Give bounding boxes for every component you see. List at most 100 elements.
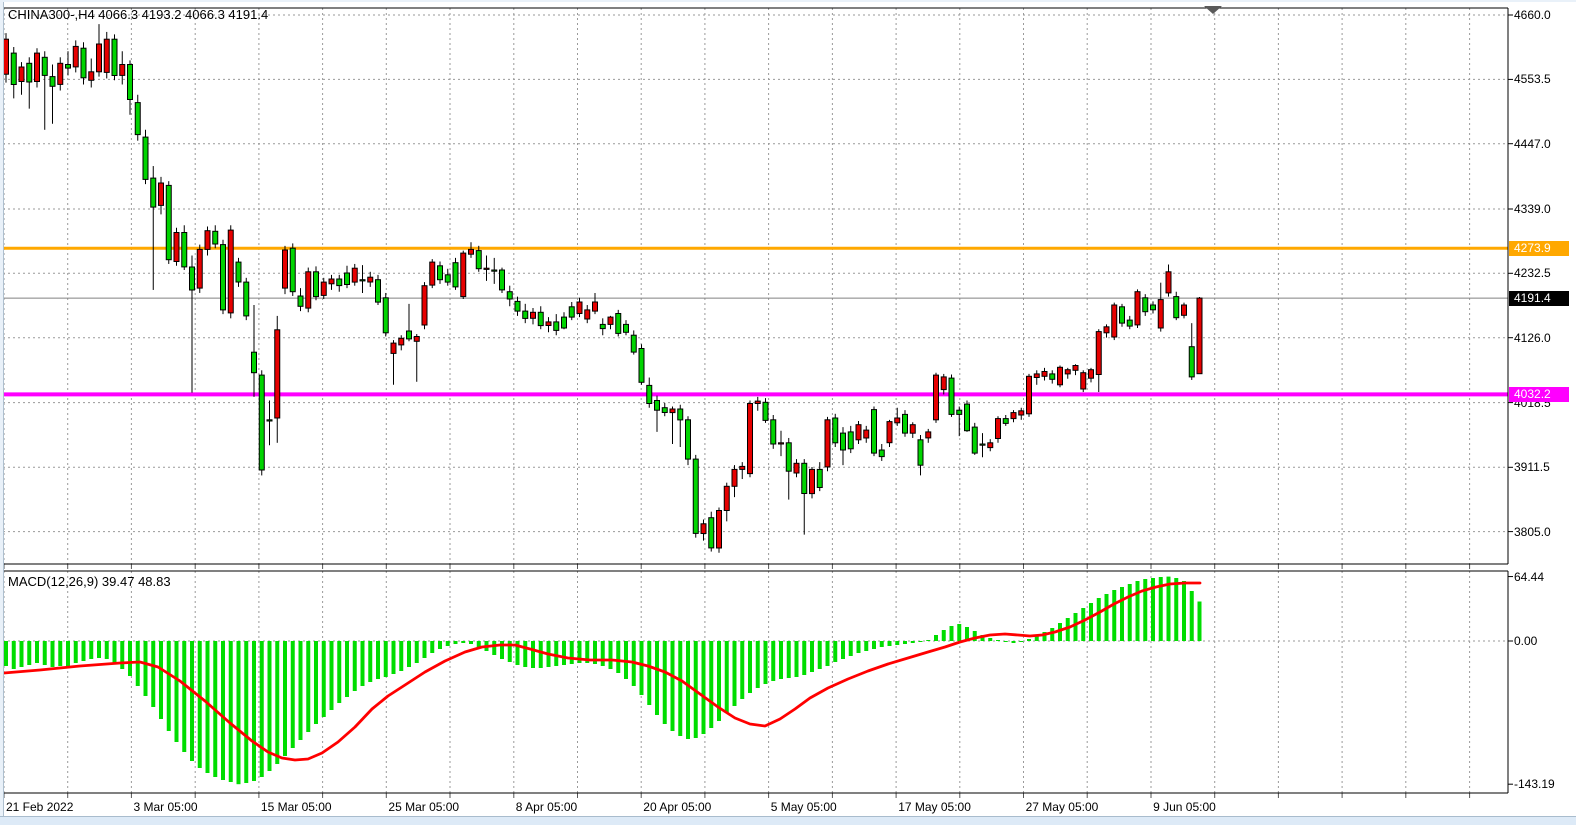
candle-bullish [1095,331,1102,376]
macd-histogram-bar [376,641,380,679]
candle-bullish [894,417,901,424]
candle-bearish [762,401,769,421]
macd-histogram-bar [879,641,884,647]
candle-bearish [902,413,908,434]
macd-histogram-bar [73,641,78,663]
macd-histogram-bar [1073,613,1078,641]
time-axis-label: 25 Mar 05:00 [388,800,460,814]
price-axis-label: 4553.5 [1514,72,1551,87]
candle-bearish [685,419,691,460]
macd-histogram-bar [1081,608,1086,641]
macd-histogram-bar [221,641,225,780]
macd-histogram-bar [554,641,559,666]
price-axis-label: 3805.0 [1514,524,1551,539]
window-bottom-strip[interactable] [0,816,1576,825]
macd-histogram-bar [523,641,528,667]
macd-histogram-bar [903,641,907,644]
candle-bearish [1150,304,1156,311]
price-axis-label: 4232.5 [1514,266,1551,281]
candle-bearish [917,439,924,466]
candle-bearish [770,419,777,445]
time-axis-label: 8 Apr 05:00 [515,800,578,814]
candle-bearish [514,300,521,312]
macd-histogram-bar [616,641,621,673]
candle-bullish [669,408,676,414]
candle-bullish [1018,410,1025,416]
candle-bearish [65,64,71,69]
candle-bearish [41,56,48,76]
macd-histogram-bar [236,641,241,785]
macd-histogram-bar [120,641,125,669]
macd-histogram-bar [329,641,334,710]
candle-bearish [313,271,319,298]
candle-bullish [1057,366,1063,386]
candle-bearish [537,311,544,327]
macd-histogram-bar [593,641,597,664]
price-axis-label: 4339.0 [1514,201,1551,216]
candle-bullish [1080,372,1087,390]
candle-bullish [1072,365,1079,371]
macd-histogram-bar [259,641,264,777]
candle-bullish [576,301,583,314]
candle-bearish [801,462,808,494]
macd-histogram-bar [368,641,373,682]
macd-histogram-bar [1197,601,1202,641]
candle-bullish [739,465,746,470]
candle-bullish [204,230,211,250]
candle-bearish [832,417,839,444]
macd-histogram-bar [104,641,109,659]
macd-histogram-bar [763,641,768,684]
macd-histogram-bar [1166,576,1171,641]
candle-bullish [18,66,25,82]
candle-bearish [561,316,567,329]
price-axis-label: 4660.0 [1514,8,1551,22]
macd-histogram-bar [383,641,388,677]
candle-bullish [723,485,730,511]
macd-histogram-bar [1042,632,1047,641]
macd-histogram-bar [740,641,745,699]
macd-histogram-bar [1158,577,1163,641]
macd-histogram-bar [577,641,582,663]
macd-histogram-bar [321,641,326,717]
candle-bullish [88,71,95,81]
candle-bullish [886,421,893,444]
macd-histogram-bar [360,641,365,686]
time-axis-label: 15 Mar 05:00 [260,800,332,814]
candle-bearish [615,313,622,334]
macd-histogram-bar [430,641,435,653]
candle-bullish [1157,299,1164,329]
candle-bullish [1165,271,1172,294]
macd-histogram-bar [1011,641,1016,643]
candle-bullish [460,252,467,298]
time-axis-label: 17 May 05:00 [898,800,971,814]
macd-histogram-bar [701,641,706,734]
macd-histogram-bar [228,641,233,782]
candle-bullish [584,309,591,320]
macd-histogram-bar [1189,591,1194,641]
macd-histogram-bar [515,641,520,665]
macd-histogram-bar [771,641,776,681]
candle-bullish [909,424,916,434]
macd-histogram-bar [438,641,442,649]
candle-bearish [10,52,17,85]
candle-bullish [1111,304,1118,338]
candle-bearish [437,265,443,281]
macd-histogram-bar [314,641,318,724]
candle-bearish [258,374,265,471]
candle-bullish [282,249,288,289]
macd-histogram-bar [833,641,838,662]
macd-signal-line [2,581,1202,762]
candle-bearish [568,306,575,318]
macd-histogram-bar [895,641,900,645]
candle-bullish [778,442,784,445]
macd-histogram-bar [306,641,311,732]
macd-histogram-bar [205,641,210,773]
candle-bearish [1119,306,1125,324]
candle-bullish [227,229,234,314]
candle-bearish [336,278,343,287]
macd-histogram-bar [872,641,876,649]
macd-axis-label: -143.19 [1514,777,1555,792]
candle-bullish [1196,297,1203,375]
